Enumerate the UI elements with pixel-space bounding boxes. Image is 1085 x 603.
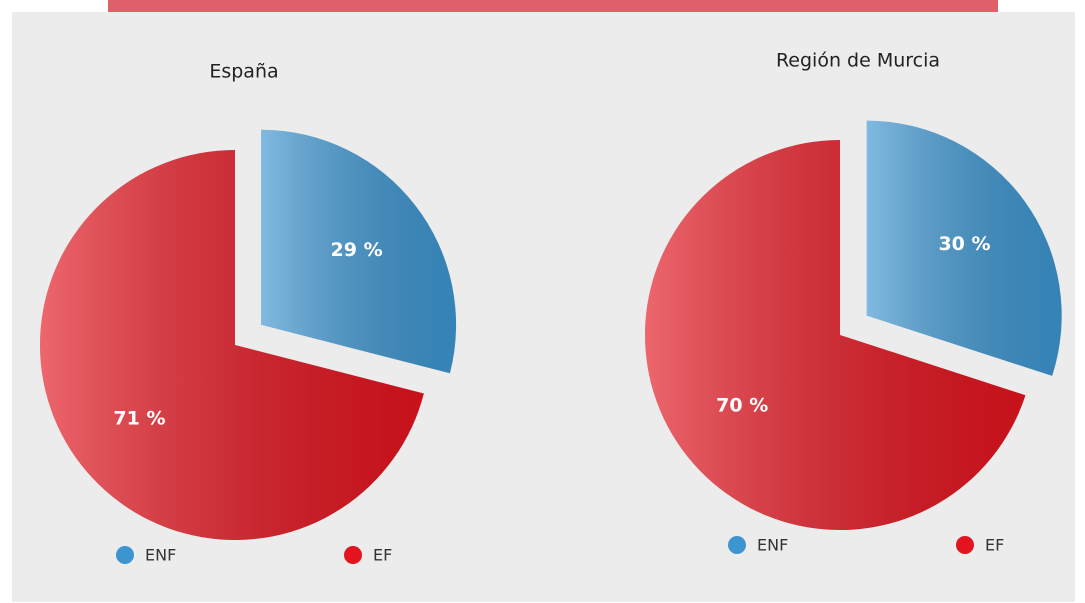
value-label: 29 % [331,239,383,261]
legend-swatch [956,536,974,554]
value-label: 71 % [113,408,165,430]
slice-shade [261,129,457,374]
chart-title: España [209,61,278,83]
legend-swatch [116,546,134,564]
legend-label: EF [373,546,392,565]
legend-swatch [344,546,362,564]
legend-label: ENF [145,546,176,565]
legend-label: ENF [757,536,788,555]
slice-shade [40,150,424,540]
legend-label: EF [985,536,1004,555]
slice-shade [866,120,1062,376]
value-label: 30 % [938,233,990,255]
chart-title: Región de Murcia [776,50,940,72]
legend-swatch [728,536,746,554]
value-label: 70 % [716,395,768,417]
slice-shade [645,140,1026,530]
top-bar [108,0,998,12]
